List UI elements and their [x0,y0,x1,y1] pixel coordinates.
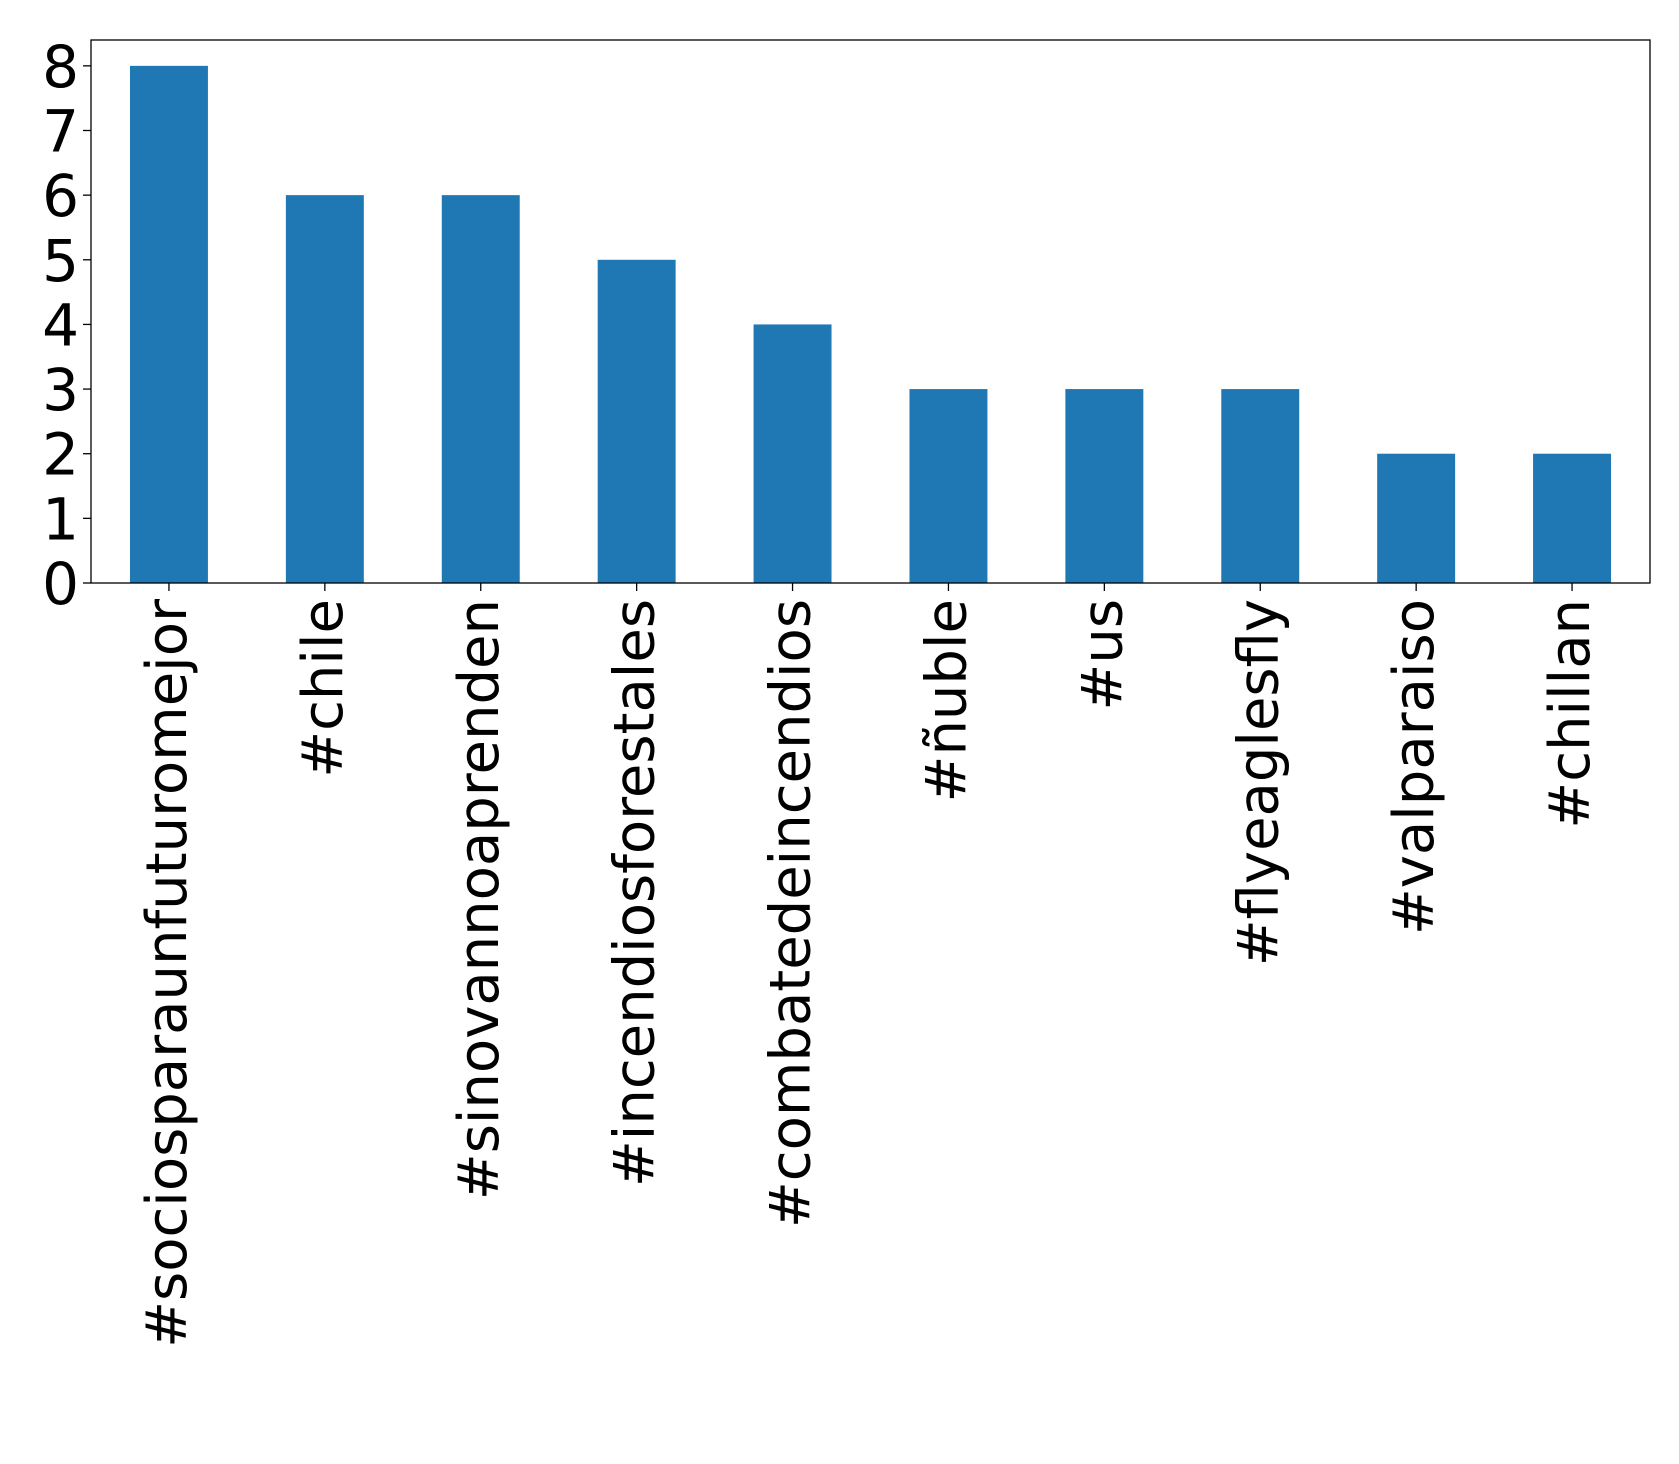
bars-group [129,65,1612,584]
x-tick-label-2: #sinovannoaprenden [447,599,512,1200]
x-tick-label-8: #valparaiso [1382,599,1447,935]
x-tick-label-5: #ñuble [914,599,979,802]
y-tick-label-0: 0 [42,550,79,618]
bar-6 [1065,389,1144,583]
y-tick-label-1: 1 [42,485,79,553]
y-tick-label-2: 2 [42,421,79,489]
y-tick-label-6: 6 [42,162,79,230]
x-axis: #sociosparaunfuturomejor #chile #sinovanno… [135,583,1603,1348]
bar-2 [441,195,520,583]
x-tick-label-7: #flyeaglesfly [1226,599,1291,966]
y-tick-label-4: 4 [42,291,79,359]
y-tick-label-5: 5 [42,227,79,295]
x-tick-label-6: #us [1070,599,1135,711]
bar-4 [753,324,832,583]
bar-5 [909,389,988,583]
bar-7 [1221,389,1300,583]
bar-9 [1533,453,1612,583]
x-tick-label-1: #chile [291,599,356,778]
bar-3 [597,259,676,583]
y-tick-label-3: 3 [42,356,79,424]
x-tick-label-0: #sociosparaunfuturomejor [135,598,200,1348]
plot-frame [90,39,1651,584]
x-tick-label-9: #chillan [1538,599,1603,829]
y-tick-label-7: 7 [42,98,79,166]
bar-0 [129,65,208,584]
y-tick-label-8: 8 [42,33,79,101]
bar-8 [1377,453,1456,583]
bar-1 [285,195,364,583]
x-tick-label-4: #combatedeincendios [759,599,824,1228]
x-tick-label-3: #incendiosforestales [603,599,668,1187]
